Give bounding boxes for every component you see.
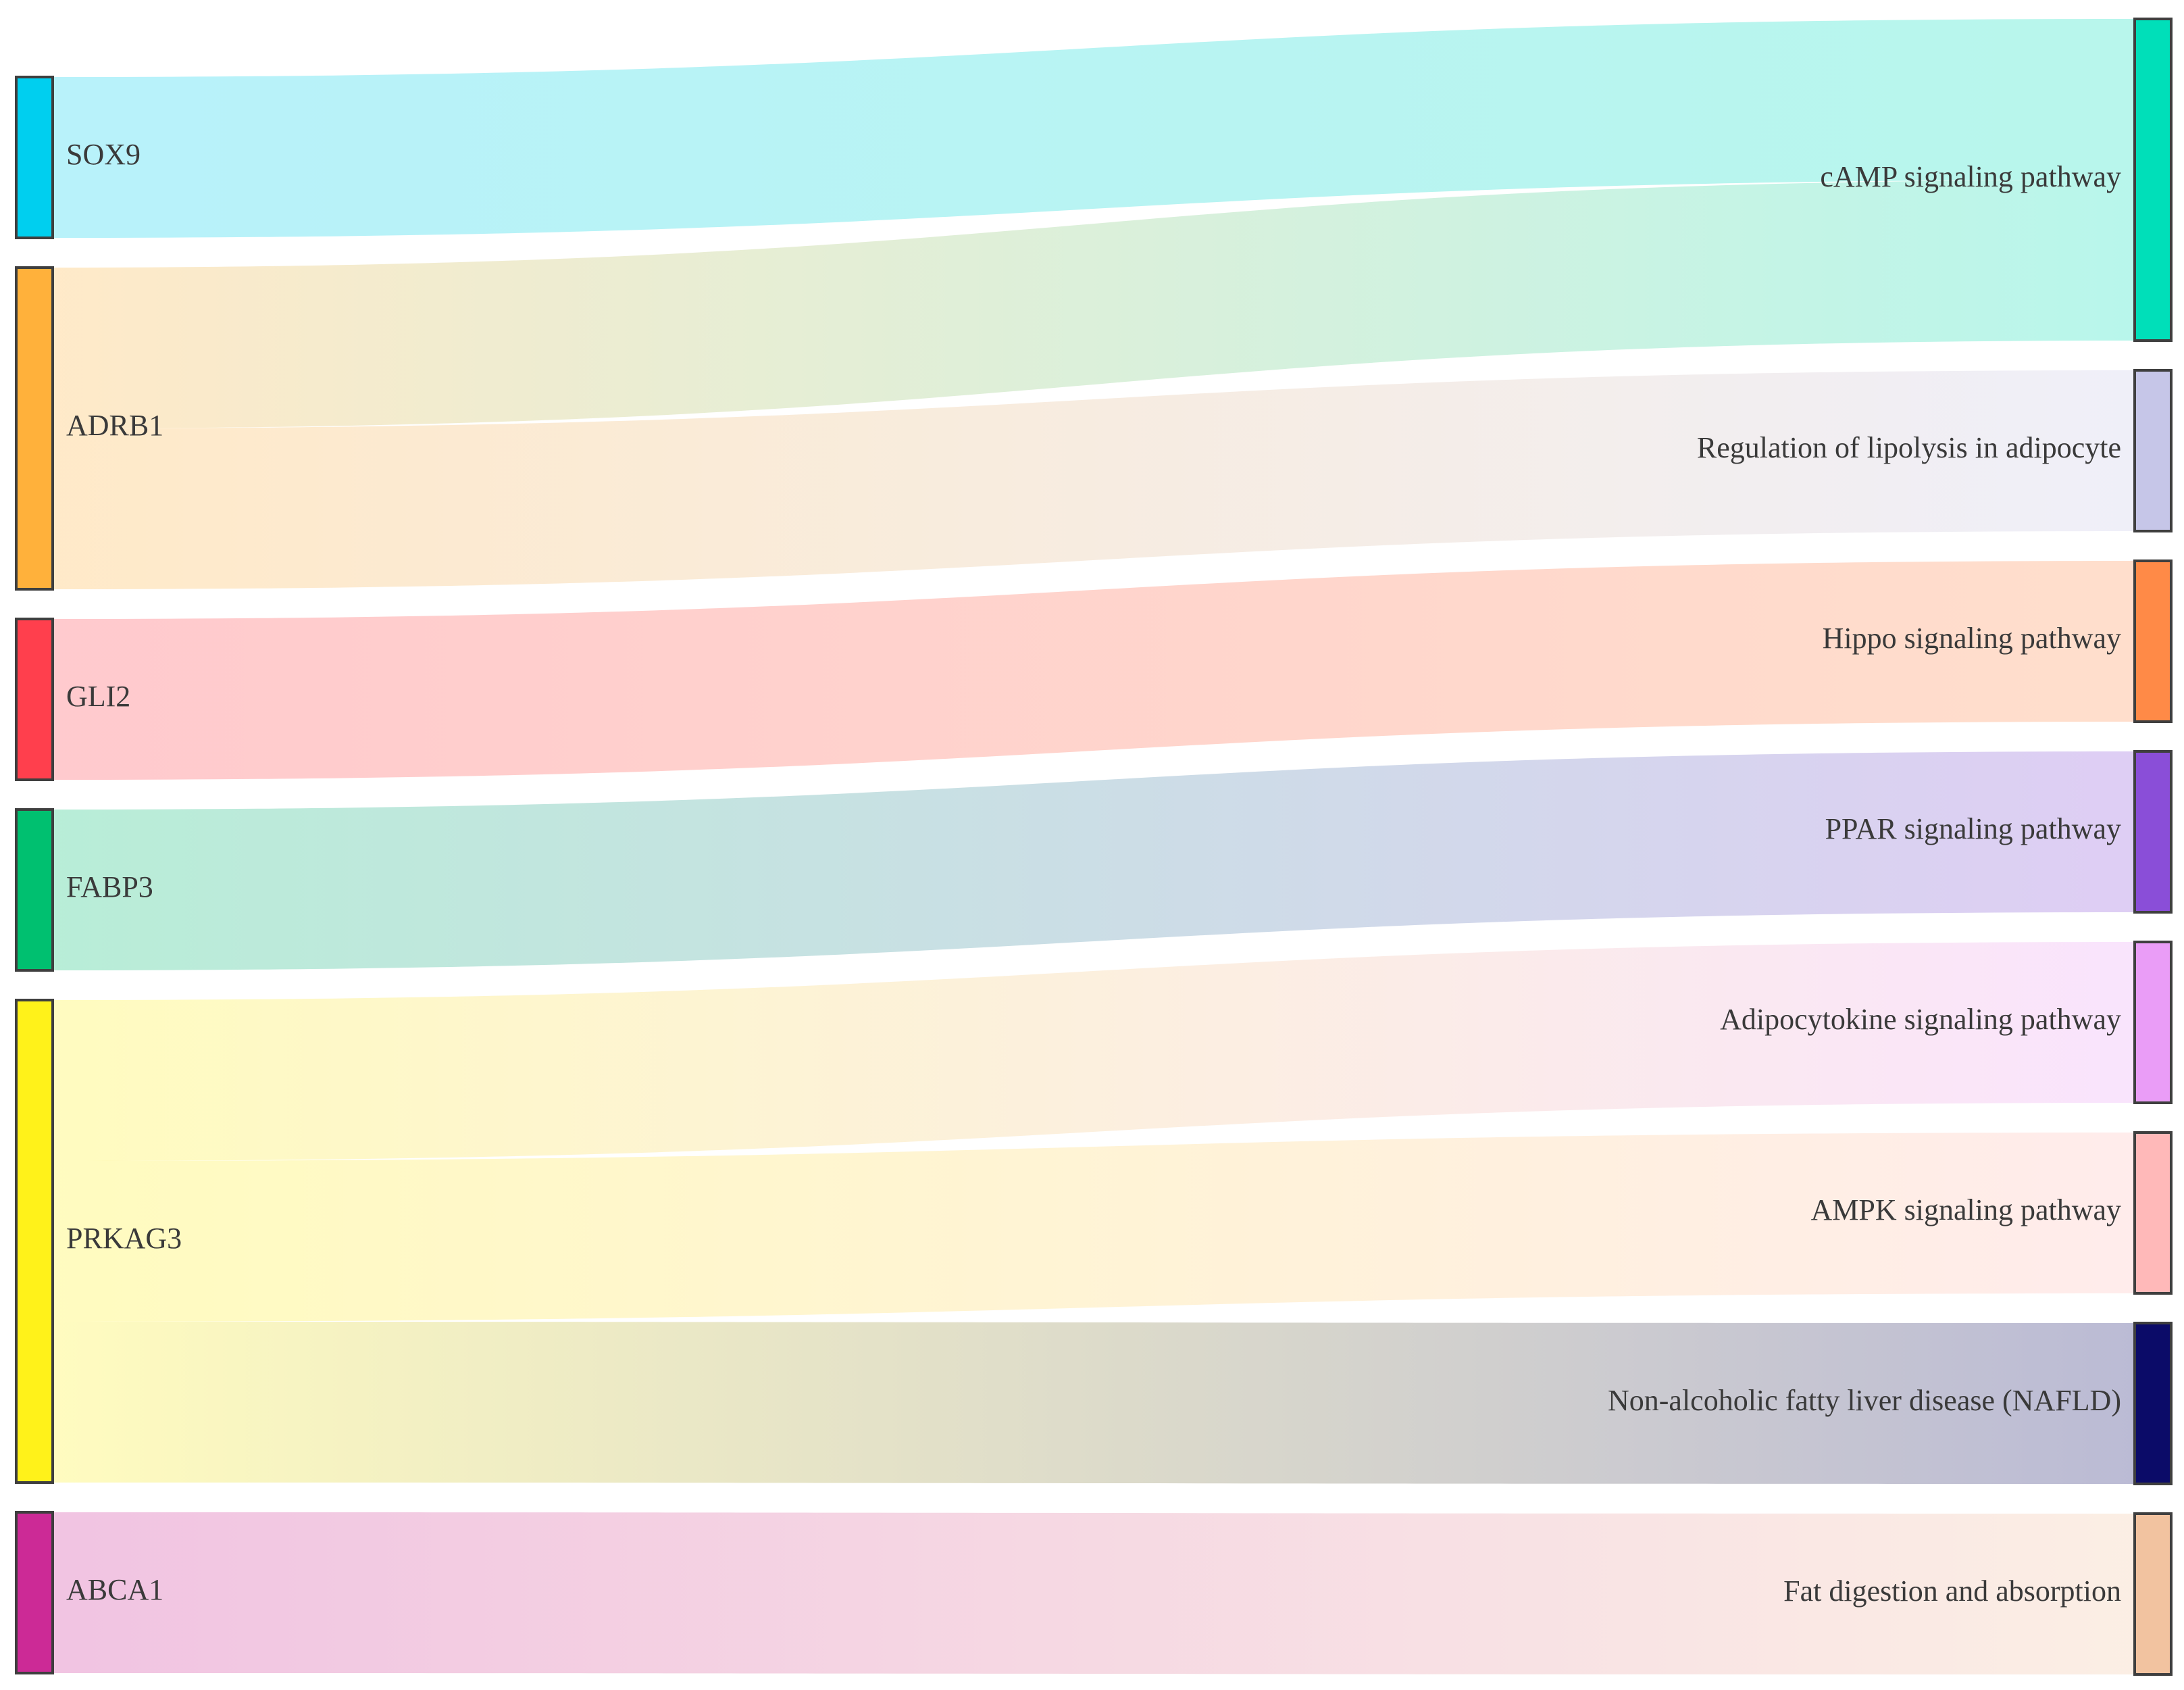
- link-adrb1-camp: [53, 180, 2135, 428]
- node-hippo: [2133, 560, 2173, 723]
- node-nafld: [2133, 1322, 2173, 1485]
- node-label-fabp3: FABP3: [66, 870, 153, 903]
- node-label-ampk: AMPK signaling pathway: [1810, 1193, 2121, 1226]
- node-abca1: [15, 1511, 54, 1674]
- link-prkag3-adipocytokine: [53, 942, 2135, 1161]
- node-label-lipolysis: Regulation of lipolysis in adipocyte: [1697, 431, 2121, 464]
- sankey-labels: SOX9 ADRB1 GLI2 FABP3 PRKAG3 ABCA1 cAMP signal…: [66, 138, 2121, 1608]
- node-label-abca1: ABCA1: [66, 1573, 163, 1606]
- link-abca1-fat: [53, 1512, 2135, 1674]
- link-adrb1-lipolysis: [53, 370, 2135, 589]
- node-fat: [2133, 1512, 2173, 1676]
- link-gli2-hippo: [53, 561, 2135, 780]
- node-ppar: [2133, 750, 2173, 914]
- node-label-nafld: Non-alcoholic fatty liver disease (NAFLD…: [1608, 1384, 2121, 1417]
- sankey-nodes: [15, 18, 2173, 1676]
- node-label-adrb1: ADRB1: [66, 409, 163, 442]
- node-ampk: [2133, 1131, 2173, 1295]
- node-label-hippo: Hippo signaling pathway: [1823, 622, 2121, 655]
- node-adrb1: [15, 266, 54, 591]
- node-label-sox9: SOX9: [66, 138, 141, 171]
- link-sox9-camp: [53, 19, 2135, 238]
- node-fabp3: [15, 808, 54, 972]
- node-sox9: [15, 76, 54, 239]
- node-adipocytokine: [2133, 941, 2173, 1104]
- node-label-camp: cAMP signaling pathway: [1820, 160, 2121, 193]
- node-label-gli2: GLI2: [66, 680, 130, 713]
- link-prkag3-nafld: [53, 1322, 2135, 1484]
- node-prkag3: [15, 999, 54, 1484]
- sankey-links: [53, 19, 2135, 1674]
- node-gli2: [15, 618, 54, 781]
- node-label-fat: Fat digestion and absorption: [1783, 1574, 2121, 1608]
- node-label-prkag3: PRKAG3: [66, 1222, 182, 1255]
- link-prkag3-ampk: [53, 1133, 2135, 1322]
- link-fabp3-ppar: [53, 751, 2135, 970]
- node-lipolysis: [2133, 369, 2173, 532]
- node-label-ppar: PPAR signaling pathway: [1825, 812, 2121, 845]
- node-camp: [2133, 18, 2173, 342]
- node-label-adipocytokine: Adipocytokine signaling pathway: [1720, 1003, 2121, 1036]
